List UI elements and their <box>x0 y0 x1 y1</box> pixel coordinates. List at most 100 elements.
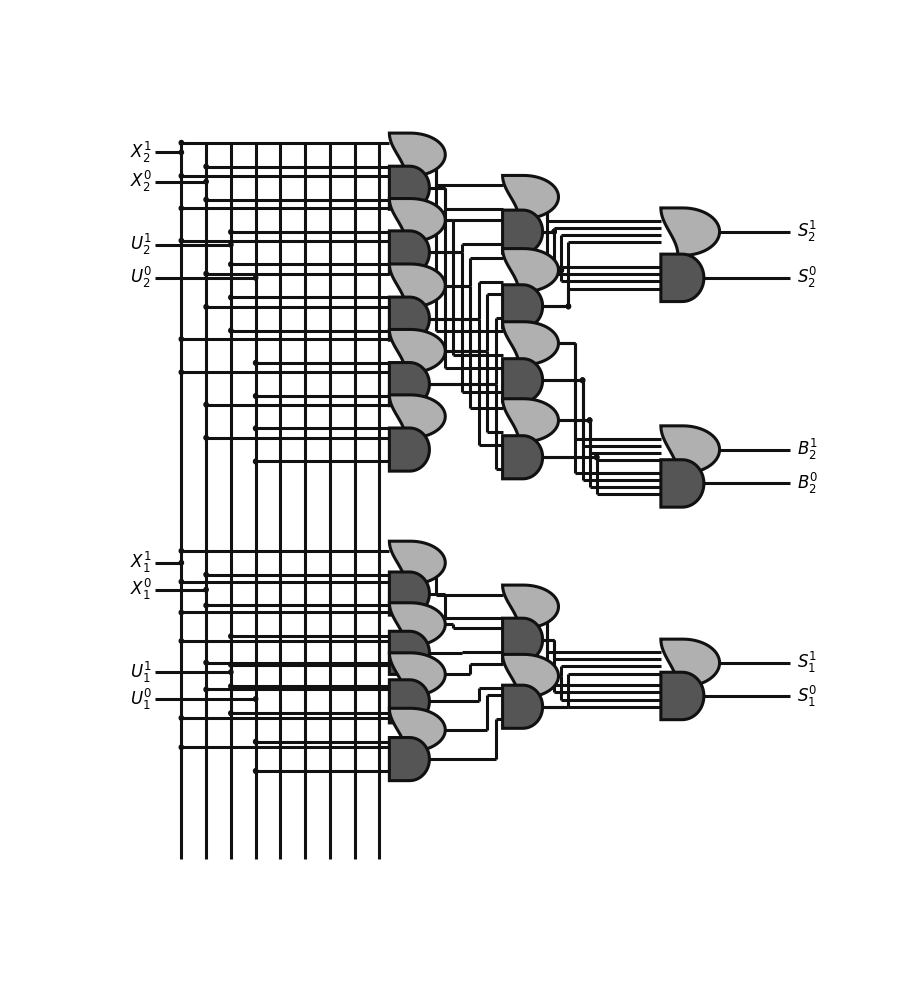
Circle shape <box>179 337 184 341</box>
Circle shape <box>204 179 208 184</box>
Polygon shape <box>389 541 446 584</box>
Circle shape <box>581 378 584 383</box>
Polygon shape <box>389 631 429 674</box>
Circle shape <box>552 229 556 234</box>
Text: $X_2^0$: $X_2^0$ <box>130 169 152 194</box>
Circle shape <box>229 662 233 667</box>
Polygon shape <box>389 572 429 615</box>
Polygon shape <box>502 322 559 365</box>
Polygon shape <box>502 436 542 479</box>
Circle shape <box>594 455 599 460</box>
Circle shape <box>254 739 257 744</box>
Circle shape <box>229 242 233 247</box>
Polygon shape <box>389 199 446 242</box>
Circle shape <box>204 197 208 202</box>
Text: $U_2^0$: $U_2^0$ <box>130 265 152 290</box>
Polygon shape <box>661 254 704 302</box>
Polygon shape <box>389 264 446 307</box>
Polygon shape <box>389 603 446 646</box>
Circle shape <box>204 687 208 692</box>
Circle shape <box>254 697 257 701</box>
Polygon shape <box>661 672 704 720</box>
Circle shape <box>179 174 184 178</box>
Polygon shape <box>389 738 429 781</box>
Polygon shape <box>389 428 429 471</box>
Polygon shape <box>502 618 542 661</box>
Text: $B_2^0$: $B_2^0$ <box>797 471 818 496</box>
Circle shape <box>179 206 184 211</box>
Text: $X_1^0$: $X_1^0$ <box>130 577 152 602</box>
Polygon shape <box>661 208 719 255</box>
Polygon shape <box>389 231 429 274</box>
Circle shape <box>229 328 233 333</box>
Circle shape <box>204 402 208 407</box>
Circle shape <box>559 268 563 272</box>
Text: $S_2^0$: $S_2^0$ <box>797 265 817 290</box>
Circle shape <box>229 670 233 674</box>
Circle shape <box>254 361 257 365</box>
Circle shape <box>179 716 184 720</box>
Circle shape <box>587 418 592 423</box>
Circle shape <box>204 660 208 665</box>
Circle shape <box>254 276 257 280</box>
Polygon shape <box>661 639 719 687</box>
Polygon shape <box>389 708 446 751</box>
Text: $B_2^1$: $B_2^1$ <box>797 437 818 462</box>
Text: $X_2^1$: $X_2^1$ <box>130 140 152 165</box>
Circle shape <box>581 378 584 383</box>
Circle shape <box>204 304 208 309</box>
Polygon shape <box>389 395 446 438</box>
Circle shape <box>204 435 208 440</box>
Circle shape <box>229 711 233 716</box>
Circle shape <box>559 268 563 272</box>
Circle shape <box>179 370 184 375</box>
Polygon shape <box>389 363 429 406</box>
Circle shape <box>229 230 233 234</box>
Circle shape <box>179 560 184 565</box>
Circle shape <box>229 262 233 267</box>
Circle shape <box>229 634 233 639</box>
Circle shape <box>179 639 184 643</box>
Polygon shape <box>389 653 446 696</box>
Circle shape <box>566 304 571 309</box>
Polygon shape <box>389 133 446 176</box>
Circle shape <box>204 587 208 592</box>
Circle shape <box>254 426 257 431</box>
Text: $S_1^1$: $S_1^1$ <box>797 650 817 675</box>
Polygon shape <box>661 426 719 473</box>
Polygon shape <box>502 399 559 442</box>
Circle shape <box>179 549 184 553</box>
Text: $S_1^0$: $S_1^0$ <box>797 683 817 709</box>
Circle shape <box>179 610 184 615</box>
Polygon shape <box>661 460 704 507</box>
Circle shape <box>204 164 208 169</box>
Polygon shape <box>502 285 542 328</box>
Text: $S_2^1$: $S_2^1$ <box>797 219 817 244</box>
Circle shape <box>204 603 208 608</box>
Polygon shape <box>389 329 446 373</box>
Circle shape <box>229 295 233 300</box>
Polygon shape <box>502 175 559 219</box>
Polygon shape <box>502 654 559 698</box>
Circle shape <box>179 150 184 155</box>
Circle shape <box>552 229 556 234</box>
Circle shape <box>179 140 184 145</box>
Circle shape <box>204 572 208 577</box>
Circle shape <box>204 271 208 276</box>
Circle shape <box>587 418 592 423</box>
Polygon shape <box>389 166 429 209</box>
Circle shape <box>254 769 257 773</box>
Text: $U_1^1$: $U_1^1$ <box>130 660 152 685</box>
Text: $U_1^0$: $U_1^0$ <box>130 686 152 712</box>
Text: $X_1^1$: $X_1^1$ <box>130 550 152 575</box>
Circle shape <box>566 304 571 309</box>
Circle shape <box>254 394 257 398</box>
Circle shape <box>179 238 184 243</box>
Circle shape <box>229 684 233 689</box>
Circle shape <box>179 745 184 750</box>
Text: $U_2^1$: $U_2^1$ <box>130 232 152 257</box>
Polygon shape <box>502 585 559 628</box>
Polygon shape <box>502 685 542 728</box>
Circle shape <box>179 579 184 584</box>
Circle shape <box>594 455 599 460</box>
